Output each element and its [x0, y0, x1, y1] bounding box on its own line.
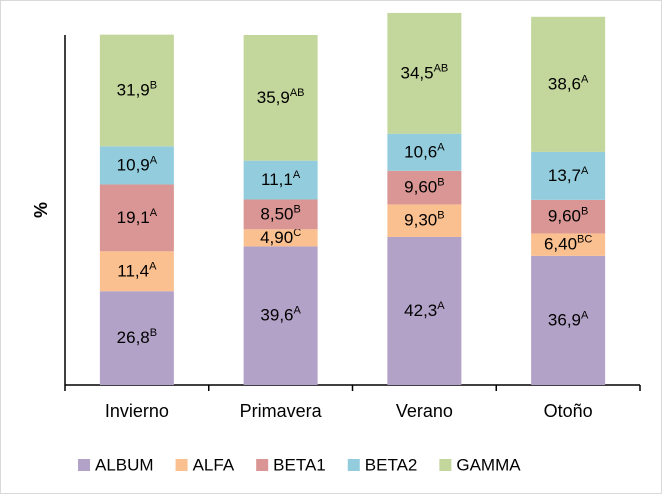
data-label: 10,9A: [117, 154, 158, 175]
data-label: 26,8B: [117, 327, 157, 348]
data-label-superscript: A: [437, 300, 445, 312]
data-label-value: 11,4: [117, 262, 149, 281]
legend-label: GAMMA: [456, 455, 521, 474]
data-label-superscript: C: [293, 227, 301, 239]
x-tick-label: Verano: [396, 401, 453, 421]
legend-label: ALBUM: [95, 455, 154, 474]
legend-swatch: [175, 459, 188, 471]
legend-swatch: [347, 459, 360, 471]
data-label-value: 10,9: [117, 156, 150, 175]
data-label-superscript: A: [581, 165, 589, 177]
data-label-value: 6,40: [544, 235, 577, 254]
data-label-value: 31,9: [117, 81, 150, 100]
bar-segment: [531, 255, 606, 385]
data-label-superscript: AB: [290, 87, 305, 99]
data-label-value: 19,1: [117, 208, 150, 227]
bar-segment: [387, 204, 462, 237]
data-label: 4,90C: [260, 227, 301, 248]
legend-label: ALFA: [193, 455, 235, 474]
data-label: 42,3A: [404, 300, 445, 321]
x-tick-label: Invierno: [105, 401, 169, 421]
bar-segment: [99, 34, 174, 147]
y-axis-label: %: [31, 202, 51, 218]
data-label-superscript: AB: [434, 62, 449, 74]
bar-segment: [99, 184, 174, 252]
data-label-superscript: A: [149, 260, 157, 272]
x-tick-label: Primavera: [240, 401, 323, 421]
bar-segment: [531, 199, 606, 234]
data-label-value: 38,6: [548, 75, 581, 94]
data-label: 34,5AB: [400, 62, 448, 83]
legend-swatch: [78, 459, 90, 471]
data-label-value: 13,7: [548, 166, 581, 185]
legend-label: BETA1: [273, 455, 326, 474]
data-label: 36,9A: [548, 309, 589, 330]
data-label-value: 26,8: [117, 329, 150, 348]
bar-segment: [243, 246, 318, 385]
bar-segment: [387, 133, 462, 171]
data-label-superscript: B: [150, 79, 157, 91]
data-label: 11,4A: [117, 260, 157, 281]
data-label-superscript: A: [294, 305, 302, 317]
data-label: 11,1A: [261, 169, 301, 190]
data-label-superscript: A: [581, 309, 589, 321]
bar-segment: [99, 146, 174, 185]
bar-segment: [387, 12, 462, 134]
data-label-superscript: B: [150, 327, 157, 339]
data-label: 38,6A: [548, 73, 589, 94]
bar-segment: [387, 170, 462, 205]
bar-segment: [531, 16, 606, 152]
legend-label: BETA2: [365, 455, 418, 474]
data-label-superscript: A: [150, 154, 158, 166]
data-label-superscript: A: [150, 207, 158, 219]
data-label-value: 10,6: [404, 143, 437, 162]
data-label-superscript: B: [437, 210, 444, 222]
data-label: 35,9AB: [257, 87, 305, 108]
data-label: 10,6A: [404, 141, 445, 162]
bar-segment: [531, 233, 606, 256]
data-label: 13,7A: [548, 165, 589, 186]
data-label-superscript: BC: [577, 234, 592, 246]
data-label: 8,50B: [260, 203, 300, 224]
data-label-superscript: A: [293, 169, 301, 181]
data-label-value: 35,9: [257, 88, 290, 107]
data-label: 19,1A: [117, 207, 158, 228]
data-label-value: 11,1: [261, 171, 293, 190]
data-label-value: 9,60: [548, 207, 581, 226]
data-label-value: 34,5: [400, 64, 433, 83]
data-label-value: 42,3: [404, 301, 437, 320]
data-label: 6,40BC: [544, 234, 592, 255]
bar-segment: [99, 291, 174, 385]
bar-segment: [387, 236, 462, 385]
data-label: 9,30B: [404, 210, 444, 231]
data-label-value: 36,9: [548, 311, 581, 330]
bar-segment: [99, 251, 174, 292]
data-label: 9,60B: [548, 206, 588, 227]
data-label-value: 4,90: [260, 228, 293, 247]
data-label: 31,9B: [117, 79, 157, 100]
data-label-value: 9,30: [404, 211, 437, 230]
data-label-superscript: B: [581, 206, 588, 218]
data-label-value: 39,6: [260, 306, 293, 325]
data-label-superscript: B: [294, 203, 301, 215]
bar-segment: [531, 151, 606, 200]
bar-segment: [243, 160, 318, 200]
bar-segment: [243, 35, 318, 161]
data-label-superscript: B: [437, 177, 444, 189]
legend-swatch: [439, 459, 452, 471]
x-tick-label: Otoño: [544, 401, 593, 421]
bar-segment: [243, 199, 318, 230]
data-label-value: 8,50: [260, 205, 293, 224]
data-label: 9,60B: [404, 177, 444, 198]
legend-swatch: [256, 459, 269, 471]
data-label: 39,6A: [260, 305, 301, 326]
bar-segment: [243, 229, 318, 247]
data-label-superscript: A: [437, 141, 445, 153]
data-label-value: 9,60: [404, 178, 437, 197]
data-label-superscript: A: [581, 73, 589, 85]
